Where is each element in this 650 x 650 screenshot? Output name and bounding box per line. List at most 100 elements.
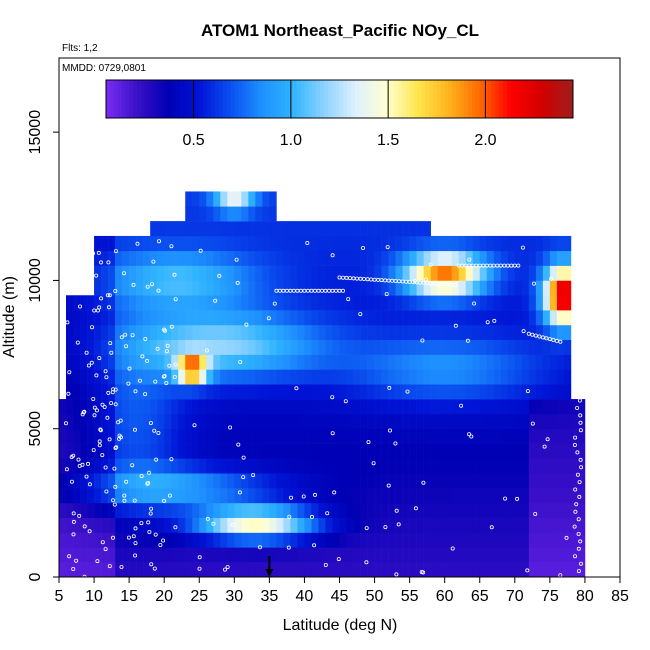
heatmap-cell — [108, 502, 116, 518]
heatmap-cell — [374, 250, 382, 266]
heatmap-cell — [227, 369, 235, 385]
heatmap-cell — [528, 250, 537, 266]
heatmap-cell — [269, 221, 277, 237]
heatmap-cell — [304, 428, 312, 444]
heatmap-cell — [80, 532, 88, 548]
x-tick-label: 70 — [506, 588, 524, 605]
heatmap-cell — [430, 428, 438, 444]
heatmap-cell — [248, 206, 256, 222]
heatmap-cell — [73, 473, 81, 489]
heatmap-cell — [276, 295, 284, 311]
observation-point — [92, 405, 97, 410]
heatmap-cell — [283, 413, 291, 430]
heatmap-cell — [255, 458, 263, 474]
colorbar-segment — [152, 80, 157, 118]
x-tick-label: 25 — [190, 588, 208, 605]
heatmap-cell — [437, 369, 445, 385]
heatmap-cell — [332, 310, 340, 326]
heatmap-cell — [178, 295, 186, 311]
heatmap-cell — [325, 265, 333, 281]
heatmap-cell — [374, 547, 382, 563]
heatmap-cell — [451, 295, 460, 311]
heatmap-cell — [542, 339, 551, 355]
heatmap-cell — [549, 369, 558, 385]
heatmap-cell — [150, 532, 158, 548]
heatmap-cell — [556, 488, 565, 504]
heatmap-cell — [297, 280, 305, 296]
heatmap-cell — [423, 265, 431, 281]
heatmap-cell — [157, 221, 165, 237]
heatmap-cell — [255, 295, 263, 311]
heatmap-cell — [325, 221, 333, 237]
heatmap-cell — [486, 502, 495, 518]
colorbar-segment — [479, 80, 484, 118]
heatmap-cell — [395, 324, 403, 341]
heatmap-cell — [241, 221, 249, 237]
heatmap-cell — [143, 488, 151, 504]
heatmap-cell — [213, 473, 221, 489]
heatmap-cell — [493, 547, 502, 563]
heatmap-cell — [304, 339, 312, 355]
heatmap-cell — [437, 532, 445, 548]
heatmap-cell — [542, 399, 551, 415]
heatmap-cell — [339, 295, 347, 311]
heatmap-cell — [542, 265, 551, 281]
y-axis-label: Altitude (m) — [1, 276, 18, 358]
observation-point — [94, 273, 99, 278]
heatmap-cell — [129, 384, 137, 400]
heatmap-cell — [507, 384, 516, 400]
observation-point — [109, 350, 114, 355]
heatmap-cell — [367, 280, 375, 296]
heatmap-cell — [150, 399, 158, 415]
colorbar-segment — [444, 80, 449, 118]
heatmap-cell — [178, 250, 186, 266]
heatmap-cell — [241, 488, 249, 504]
heatmap-cell — [304, 532, 312, 548]
heatmap-cell — [528, 517, 537, 533]
heatmap-cell — [451, 369, 460, 385]
heatmap-cell — [311, 428, 319, 444]
heatmap-cell — [108, 384, 116, 400]
heatmap-cell — [94, 280, 102, 296]
heatmap-cell — [486, 339, 495, 355]
heatmap-cell — [318, 310, 326, 326]
heatmap-cell — [269, 250, 277, 266]
observation-point — [272, 301, 277, 306]
observation-point — [69, 454, 74, 459]
heatmap-cell — [409, 354, 417, 370]
heatmap-cell — [241, 354, 249, 370]
heatmap-cell — [535, 532, 544, 548]
heatmap-cell — [164, 250, 172, 266]
heatmap-cell — [234, 235, 242, 252]
heatmap-cell — [311, 324, 319, 341]
heatmap-cell — [87, 547, 95, 563]
heatmap-cell — [241, 399, 249, 415]
heatmap-cell — [269, 310, 277, 326]
heatmap-cell — [73, 532, 81, 548]
heatmap-cell — [549, 443, 558, 459]
x-tick-label: 85 — [611, 588, 629, 605]
heatmap-cell — [402, 265, 410, 281]
heatmap-cell — [465, 562, 474, 578]
heatmap-cell — [297, 339, 305, 355]
heatmap-cell — [367, 517, 375, 533]
heatmap-cell — [430, 443, 438, 459]
colorbar-segment — [273, 80, 278, 118]
heatmap-cell — [360, 517, 368, 533]
heatmap-cell — [346, 384, 354, 400]
colorbar-segment — [545, 80, 551, 118]
heatmap-cell — [283, 428, 291, 444]
heatmap-cell — [80, 310, 88, 326]
heatmap-cell — [318, 250, 326, 266]
colorbar-segment — [168, 80, 173, 118]
colorbar-segment — [440, 80, 445, 118]
heatmap-cell — [297, 399, 305, 415]
observation-point — [67, 370, 72, 375]
heatmap-cell — [374, 517, 382, 533]
heatmap-cell — [136, 324, 144, 341]
heatmap-cell — [94, 295, 102, 311]
heatmap-cell — [556, 354, 565, 370]
heatmap-cell — [451, 547, 460, 563]
heatmap-cell — [262, 265, 270, 281]
observation-point — [113, 445, 118, 450]
